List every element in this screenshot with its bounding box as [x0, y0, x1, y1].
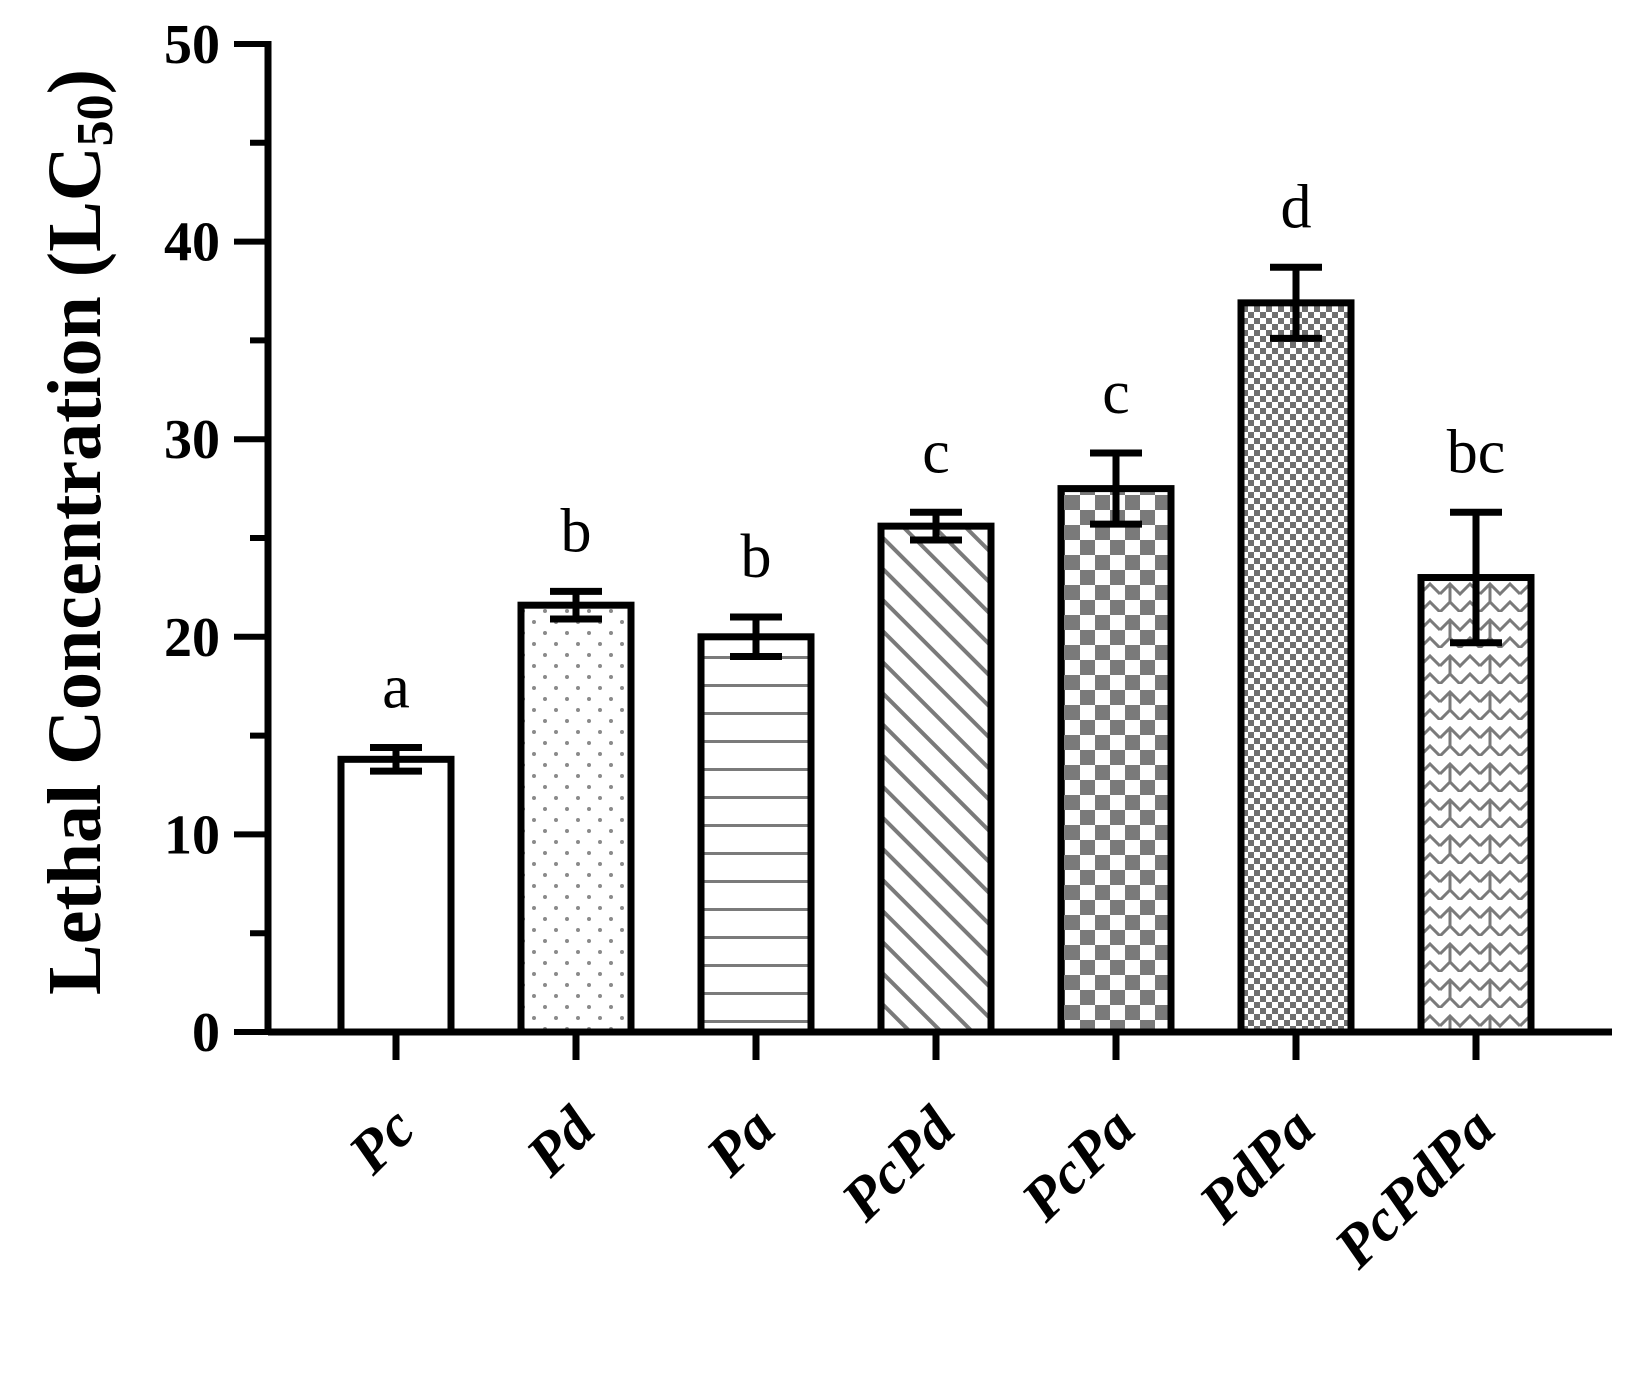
axes-layer: [234, 41, 1612, 1060]
y-tick-label-40: 40: [164, 212, 220, 274]
x-tick-label-Pa: Pa: [693, 1095, 788, 1190]
significance-letter-Pa: b: [741, 523, 772, 591]
bar-Pc: [337, 755, 455, 1036]
bar-PcPd: [877, 522, 995, 1036]
y-tick-label-30: 30: [164, 409, 220, 471]
significance-letter-Pd: b: [561, 497, 592, 565]
x-tick-label-PdPa: PdPa: [1186, 1095, 1328, 1237]
significance-letter-PcPdPa: bc: [1447, 418, 1506, 486]
x-tick-label-PcPdPa: PcPdPa: [1321, 1095, 1507, 1281]
x-tick-label-PcPd: PcPd: [828, 1094, 968, 1234]
bar-Pd: [517, 601, 635, 1036]
significance-letter-Pc: a: [382, 653, 410, 721]
bar-PcPa: [1057, 485, 1175, 1036]
bar-PdPa: [1237, 299, 1355, 1036]
error-bars-layer: [370, 263, 1502, 775]
significance-letter-PcPa: c: [1102, 359, 1130, 427]
y-tick-label-0: 0: [192, 1002, 220, 1064]
y-tick-label-20: 20: [164, 607, 220, 669]
x-tick-label-Pc: Pc: [335, 1095, 427, 1187]
bar-Pa: [697, 633, 815, 1036]
bars-layer: [337, 299, 1535, 1036]
significance-letter-PcPd: c: [922, 418, 950, 486]
significance-letter-PdPa: d: [1281, 173, 1312, 241]
y-tick-label-50: 50: [164, 14, 220, 76]
y-tick-label-10: 10: [164, 804, 220, 866]
x-tick-label-PcPa: PcPa: [1008, 1095, 1147, 1234]
y-axis-title: Lethal Concentration (LC50): [33, 69, 124, 995]
x-tick-label-Pd: Pd: [513, 1094, 608, 1189]
